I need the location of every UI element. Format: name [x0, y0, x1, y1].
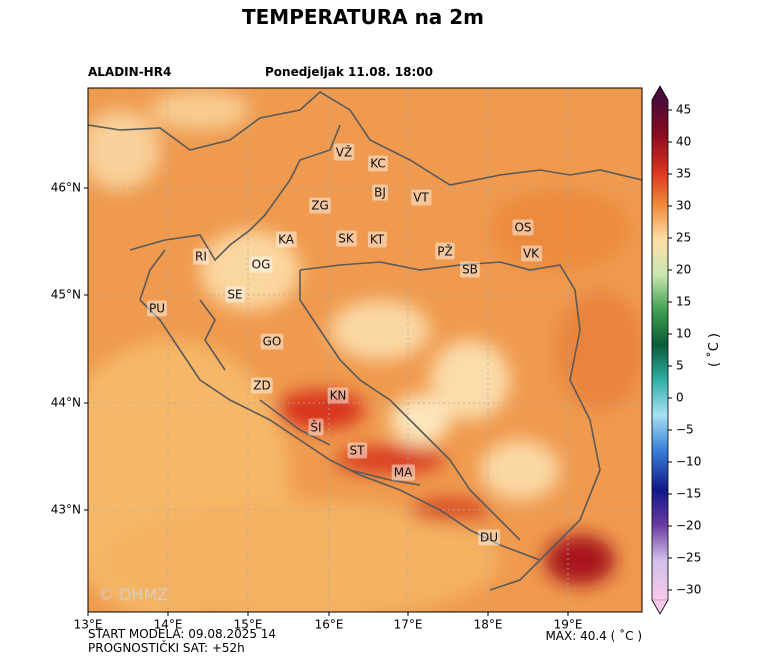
model-name: ALADIN-HR4 [88, 65, 171, 79]
city-label-bg [347, 442, 368, 459]
city-label: KA [278, 233, 295, 247]
city-label: SB [462, 263, 478, 277]
city-label-bg [435, 242, 455, 260]
city-label-bg [249, 256, 273, 273]
colorbar-tick-label: 5 [676, 359, 684, 373]
city-label: PU [149, 302, 165, 316]
colorbar-unit: ( ˚C ) [706, 333, 722, 367]
city-label: VK [523, 247, 540, 261]
city-label: ZD [253, 379, 270, 393]
city-label-bg [391, 464, 416, 481]
lon-label: 17°E [394, 618, 423, 632]
lon-label: 13°E [74, 618, 103, 632]
city-label: MA [394, 466, 413, 480]
temperature-field [88, 88, 642, 612]
city-label: BJ [374, 186, 386, 200]
city-label: VT [413, 191, 429, 205]
max-temperature: MAX: 40.4 ( ˚C ) [545, 628, 642, 643]
city-label-bg [251, 377, 273, 394]
city-label: OG [252, 258, 271, 272]
city-label-bg [411, 189, 432, 206]
city-label-bg [372, 184, 388, 201]
colorbar-tick-label: 10 [676, 327, 691, 341]
city-label-bg [308, 418, 324, 436]
city-label: KC [370, 157, 386, 171]
lon-label: 19°E [554, 618, 583, 632]
forecast-hour: PROGNOSTIČKI SAT: +52h [88, 640, 245, 655]
city-label: KT [370, 233, 385, 247]
colorbar-tick-label: 0 [676, 391, 684, 405]
city-label-bg [460, 261, 480, 278]
city-label-bg [260, 333, 284, 350]
title: TEMPERATURA na 2m [242, 5, 484, 29]
lon-label: 18°E [474, 618, 503, 632]
colorbar-tick-label: 35 [676, 167, 691, 181]
city-label-bg [146, 300, 168, 317]
city-label: SE [227, 288, 242, 302]
colorbar-tick-label: −15 [676, 487, 701, 501]
city-label-bg [477, 529, 501, 546]
city-label: SK [338, 232, 355, 246]
city-label: VŽ [336, 145, 352, 160]
lat-label: 46°N [51, 181, 81, 195]
colorbar-tick-label: 25 [676, 231, 691, 245]
lon-label: 14°E [154, 618, 183, 632]
lon-label: 16°E [315, 618, 344, 632]
colorbar-tick-label: −30 [676, 583, 701, 597]
city-label: PŽ [437, 244, 452, 259]
city-label: KN [330, 389, 347, 403]
city-label: OS [514, 221, 531, 235]
colorbar-tick-label: 20 [676, 263, 691, 277]
city-label-bg [336, 230, 357, 247]
city-label: ZG [311, 199, 329, 213]
colorbar-tick-label: 30 [676, 199, 691, 213]
map-frame [87, 87, 643, 613]
lat-label: 45°N [51, 288, 81, 302]
city-label: GO [263, 335, 282, 349]
city-label: RI [195, 250, 207, 264]
colorbar-tick-label: −10 [676, 455, 701, 469]
city-label-bg [368, 155, 388, 172]
city-label-bg [512, 219, 534, 236]
watermark: © DHMZ [98, 585, 168, 604]
colorbar-tick-label: −25 [676, 551, 701, 565]
lat-label: 44°N [51, 396, 81, 410]
colorbar-tick-label: −5 [676, 423, 694, 437]
colorbar-tick-label: 40 [676, 135, 691, 149]
city-label: ŠI [310, 420, 321, 435]
lat-label: 43°N [51, 503, 81, 517]
city-label-bg [367, 231, 387, 248]
city-label-bg [327, 387, 349, 404]
city-label-bg [193, 248, 209, 265]
valid-time: Ponedjeljak 11.08. 18:00 [265, 65, 433, 79]
city-label-bg [333, 143, 355, 161]
colorbar: ( ˚C ) 45 40 35 30 25 20 15 10 5 0 −5 −10 −15 −20 −25 −… [651, 85, 722, 615]
city-label-bg [225, 286, 245, 303]
lon-label: 15°E [234, 618, 263, 632]
city-label: DU [480, 531, 498, 545]
colorbar-tick-label: −20 [676, 519, 701, 533]
colorbar-tick-label: 45 [676, 103, 691, 117]
colorbar-tick-label: 15 [676, 295, 691, 309]
city-label: ST [350, 444, 366, 458]
city-label-bg [276, 231, 297, 248]
model-start: START MODELA: 09.08.2025 14 [88, 627, 276, 641]
city-label-bg [309, 197, 331, 214]
city-label-bg [520, 245, 543, 262]
